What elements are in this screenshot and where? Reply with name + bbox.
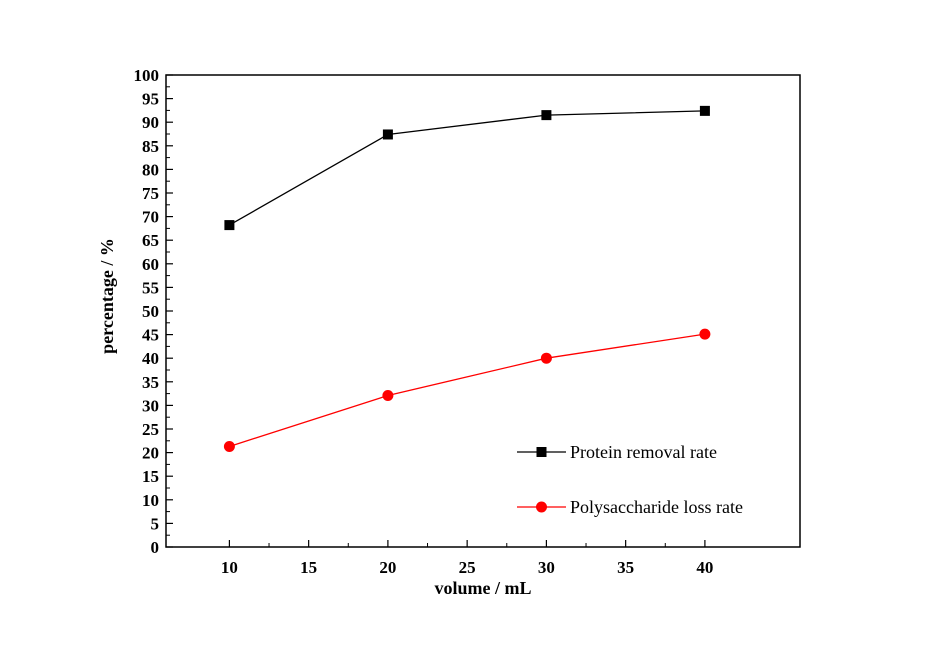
x-tick-label: 15 [300,558,317,577]
x-tick-label: 20 [379,558,396,577]
legend-label: Protein removal rate [570,442,717,462]
data-point [699,328,711,340]
series-polysaccharide-loss-rate [223,328,711,452]
y-tick-label: 55 [142,278,159,297]
series-line [229,110,705,226]
legend-marker [536,501,547,513]
y-tick-label: 40 [142,349,159,368]
y-tick-label: 65 [142,231,159,250]
data-point [382,129,393,140]
data-point [699,105,710,116]
x-tick-label: 30 [538,558,555,577]
y-axis-title: percentage / % [97,238,117,354]
x-tick-label: 35 [617,558,634,577]
y-tick-label: 85 [142,137,159,156]
y-tick-label: 45 [142,326,159,345]
y-tick-label: 75 [142,184,159,203]
legend-marker [536,447,547,457]
x-tick-label: 25 [459,558,476,577]
data-point [382,389,394,401]
legend: Protein removal rate Polysaccharide loss … [517,442,743,517]
plot-area [165,74,801,548]
series-line [229,333,705,448]
y-tick-label: 100 [134,66,160,85]
y-tick-label: 90 [142,113,159,132]
data-point [223,440,235,452]
y-axis: 0 5 10 15 20 25 30 35 40 45 50 55 60 65 70 75 80 85 90 95 10… [134,66,173,557]
y-tick-label: 5 [151,514,160,533]
data-point [224,220,235,231]
y-tick-label: 60 [142,255,159,274]
y-tick-label: 30 [142,396,159,415]
data-point [541,110,552,121]
y-tick-label: 15 [142,467,159,486]
series-layer [223,105,711,452]
y-tick-label: 80 [142,160,159,179]
data-point [540,352,552,364]
series-protein-removal-rate [224,105,710,231]
y-tick-label: 10 [142,491,159,510]
y-tick-label: 35 [142,373,159,392]
y-tick-label: 95 [142,90,159,109]
x-axis-title: volume / mL [435,578,532,598]
y-tick-label: 25 [142,420,159,439]
x-tick-label: 10 [221,558,238,577]
y-tick-label: 0 [151,538,160,557]
x-axis: 10 15 20 25 30 35 40 [221,540,713,577]
y-tick-label: 70 [142,208,159,227]
legend-label: Polysaccharide loss rate [570,497,743,517]
y-tick-label: 20 [142,444,159,463]
y-tick-label: 50 [142,302,159,321]
x-tick-label: 40 [696,558,713,577]
